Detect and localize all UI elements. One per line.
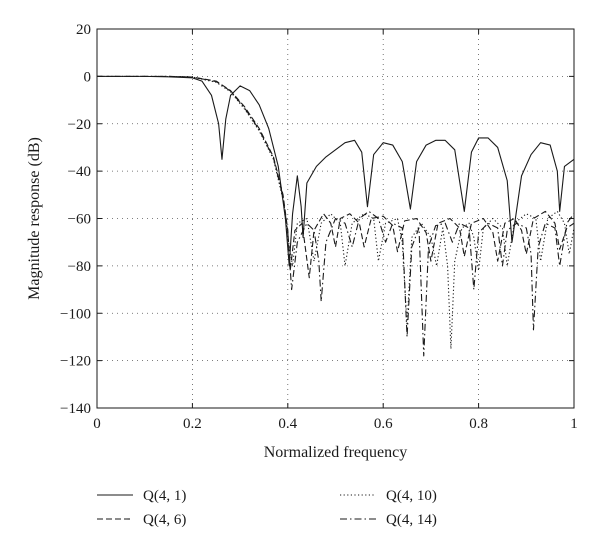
y-tick-label: −60 bbox=[68, 212, 91, 228]
y-tick-label: 20 bbox=[76, 22, 91, 38]
series-line-2 bbox=[97, 75, 574, 279]
legend: Q(4, 1) Q(4, 6) Q(4, 10) Q(4, 14) bbox=[97, 488, 437, 528]
x-tick-label: 0.2 bbox=[183, 416, 202, 432]
grid bbox=[97, 29, 574, 408]
axis-ticks: 0 0.2 0.4 0.6 0.8 1 20 0 −20 −40 −60 −80 −100 −120 −14… bbox=[60, 22, 578, 432]
y-tick-label: −120 bbox=[60, 354, 91, 370]
y-tick-label: 0 bbox=[84, 69, 92, 85]
y-tick-label: −100 bbox=[60, 306, 91, 322]
legend-label: Q(4, 6) bbox=[143, 512, 186, 528]
legend-label: Q(4, 1) bbox=[143, 488, 186, 504]
x-tick-label: 0.4 bbox=[278, 416, 297, 432]
x-tick-label: 0.6 bbox=[374, 416, 393, 432]
x-tick-label: 0 bbox=[93, 416, 101, 432]
legend-label: Q(4, 10) bbox=[386, 488, 437, 504]
y-axis-label: Magnitude response (dB) bbox=[26, 137, 43, 300]
y-tick-label: −80 bbox=[68, 259, 91, 275]
series-line-4 bbox=[97, 75, 574, 357]
x-axis-label: Normalized frequency bbox=[264, 444, 407, 461]
legend-item-1: Q(4, 1) bbox=[97, 488, 186, 504]
y-tick-label: −40 bbox=[68, 164, 91, 180]
legend-item-2: Q(4, 6) bbox=[97, 512, 186, 528]
x-tick-label: 1 bbox=[570, 416, 578, 432]
x-tick-label: 0.8 bbox=[469, 416, 488, 432]
series-lines bbox=[97, 75, 574, 357]
series-line-3 bbox=[97, 75, 574, 350]
legend-label: Q(4, 14) bbox=[386, 512, 437, 528]
series-line-1 bbox=[97, 75, 574, 267]
y-tick-label: −20 bbox=[68, 117, 91, 133]
legend-item-4: Q(4, 14) bbox=[340, 512, 437, 528]
legend-item-3: Q(4, 10) bbox=[340, 488, 437, 504]
y-tick-label: −140 bbox=[60, 401, 91, 417]
